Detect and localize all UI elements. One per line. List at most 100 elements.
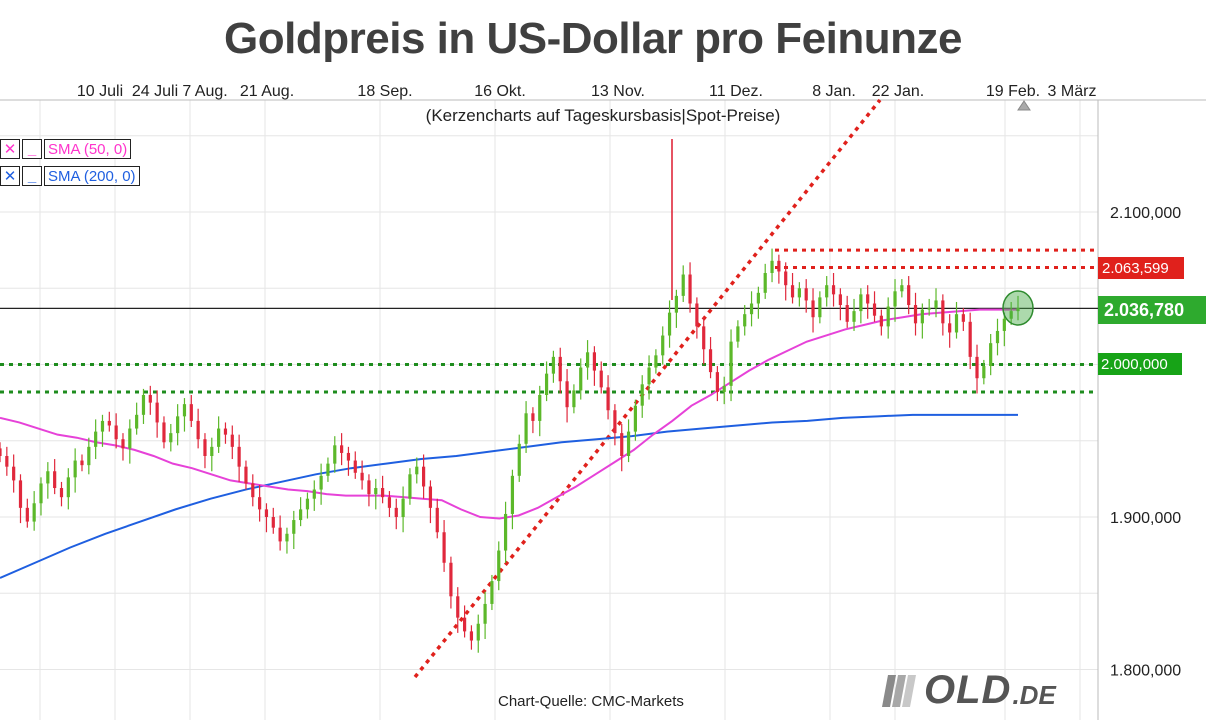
candle-body: [626, 431, 631, 456]
candle-body: [715, 372, 719, 392]
candle-body: [804, 288, 808, 301]
candle-body: [756, 292, 760, 304]
candle-body: [503, 513, 508, 551]
candle-body: [278, 527, 282, 542]
scroll-up-icon: [1017, 100, 1031, 111]
candle-body: [989, 343, 993, 367]
candle-body: [790, 285, 795, 298]
candle-body: [230, 434, 234, 447]
candle-body: [982, 366, 986, 379]
candle-body: [223, 428, 228, 435]
candle-body: [975, 356, 979, 379]
chart-subtitle: (Kerzencharts auf Tageskursbasis|Spot-Pr…: [425, 106, 781, 125]
candle-body: [271, 517, 275, 528]
remove-sma50-icon[interactable]: ✕: [0, 139, 20, 159]
candle-body: [196, 420, 200, 440]
candle-body: [763, 273, 767, 293]
candle-body: [736, 326, 740, 342]
x-tick-label: 3 März: [1048, 83, 1097, 100]
candle-body: [852, 311, 856, 322]
sma200-line: [0, 413, 1018, 579]
remove-sma200-icon[interactable]: ✕: [0, 166, 20, 186]
candle-body: [408, 474, 412, 499]
candle-body: [1002, 318, 1006, 331]
candle-body: [469, 631, 474, 641]
x-tick-label: 8 Jan.: [812, 83, 856, 100]
candle-body: [599, 370, 603, 388]
candle-body: [606, 387, 610, 411]
candle-body: [770, 260, 774, 273]
candle-body: [415, 466, 419, 475]
candle-body: [913, 305, 918, 324]
candle-body: [0, 448, 2, 456]
legend-sma50-label: SMA (50, 0): [44, 139, 132, 159]
candle-body: [667, 312, 672, 336]
candle-body: [121, 439, 125, 449]
candle-body: [251, 483, 255, 498]
candle-body: [784, 271, 788, 286]
candle-body: [995, 330, 1000, 344]
candle-body: [544, 373, 549, 395]
candle-body: [872, 303, 877, 316]
candle-body: [927, 308, 931, 310]
title-bar: Goldpreis in US-Dollar pro Feinunze: [0, 0, 1206, 80]
candle-body: [5, 456, 9, 467]
candle-body: [449, 562, 453, 597]
candle-body: [879, 315, 883, 327]
candle-body: [920, 309, 924, 324]
candle-body: [80, 460, 84, 466]
candle-body: [743, 314, 747, 327]
legend-sma200-label: SMA (200, 0): [44, 166, 140, 186]
candle-body: [961, 314, 965, 322]
candle-body: [176, 416, 180, 434]
candle-body: [73, 460, 77, 478]
chart-source: Chart-Quelle: CMC-Markets: [498, 693, 684, 710]
y-tick-label: 2.100,000: [1110, 205, 1181, 222]
candle-body: [210, 446, 214, 456]
candle-body: [442, 532, 446, 563]
candle-body: [954, 314, 959, 333]
candle-body: [285, 533, 289, 542]
candle-body: [258, 497, 262, 510]
candle-body: [845, 305, 849, 322]
sma50-line: [0, 308, 1018, 520]
candle-body: [346, 452, 351, 461]
candle-body: [572, 390, 576, 408]
candle-body: [825, 285, 829, 298]
candle-body: [483, 603, 487, 624]
candle-body: [497, 550, 501, 582]
logo-tld: .DE: [1012, 679, 1056, 710]
candle-body: [934, 300, 938, 309]
candle-body: [592, 352, 597, 371]
candle-body: [87, 446, 91, 466]
x-tick-label: 16 Okt.: [474, 83, 526, 100]
x-tick-label: 24 Juli: [132, 83, 178, 100]
candle-body: [900, 285, 904, 292]
gold-bars-icon: [882, 675, 916, 707]
candle-body: [46, 471, 50, 484]
candle-body: [217, 428, 221, 447]
highlight-circle: [1002, 290, 1034, 326]
candle-body: [394, 507, 398, 517]
candle-body: [135, 414, 139, 429]
candle-body: [148, 395, 152, 403]
candle-body: [401, 498, 405, 517]
minimize-sma200-icon[interactable]: _: [22, 166, 42, 186]
candle-body: [32, 503, 36, 522]
candle-body: [818, 297, 822, 318]
candle-body: [421, 466, 426, 487]
candle-body: [299, 509, 303, 521]
candle-body: [585, 352, 590, 368]
candle-body: [387, 497, 392, 508]
candle-body: [681, 274, 685, 296]
candle-body: [797, 288, 801, 298]
candle-body: [613, 410, 617, 434]
minimize-sma50-icon[interactable]: _: [22, 139, 42, 159]
candle-body: [326, 463, 330, 476]
candle-body: [428, 486, 433, 508]
candle-body: [893, 291, 897, 307]
candle-body: [25, 507, 29, 522]
candle-body: [674, 295, 678, 313]
candle-body: [456, 596, 460, 618]
